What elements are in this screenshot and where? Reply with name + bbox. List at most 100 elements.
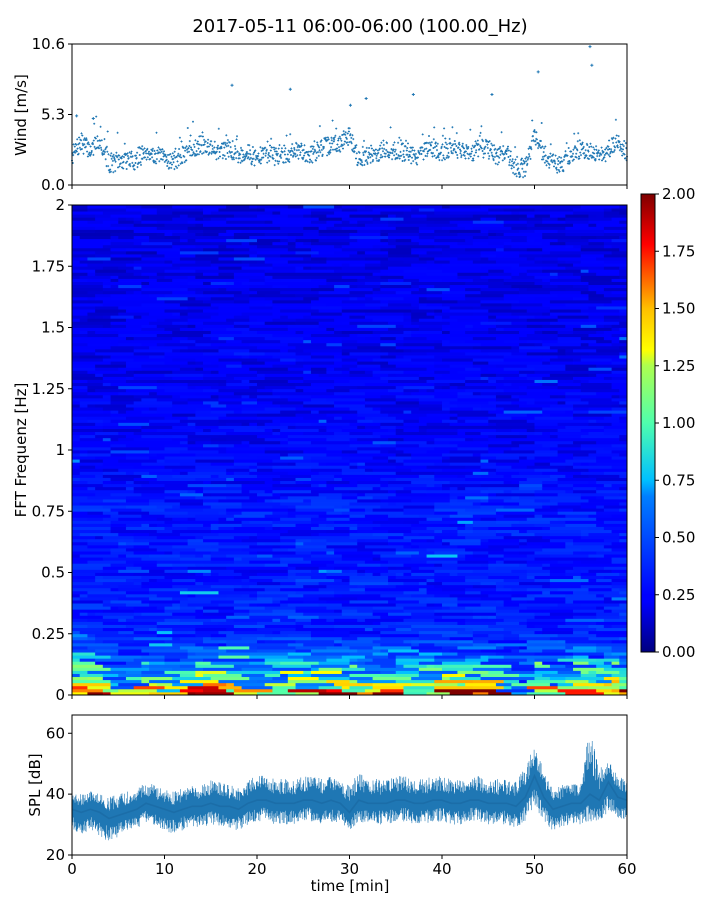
spectrogram-cell [156,232,165,237]
spectrogram-cell [418,514,451,518]
spectrogram-cell [133,560,158,564]
spl-x-tick-label: 60 [617,860,636,878]
spectrogram-cell [503,489,512,494]
spectrogram-cell [380,407,420,411]
spectrogram-cell [318,416,335,420]
spectrogram-cell [349,367,381,371]
spectrogram-cell [364,376,381,380]
spectrogram-cell [280,226,304,230]
spectrogram-cell [172,636,181,641]
spectrogram-cell [272,499,304,503]
spectrogram-cell [264,257,304,261]
spectrogram-cell [102,664,119,668]
spectrogram-cell [341,260,381,264]
spectrogram-cell [264,633,289,638]
spectrogram-cell [226,226,250,230]
spectrogram-cell [226,431,242,436]
spectrogram-cell [411,263,443,267]
spectrogram-cell [442,303,481,307]
spectrogram-cell [557,330,574,335]
spectrogram-cell [218,397,258,402]
spectrogram-cell [442,401,451,405]
spectrogram-cell [133,401,173,405]
spectrogram-cell [519,649,543,653]
spectrogram-cell [403,385,435,390]
spectrogram-cell [272,364,304,368]
spectrogram-cell [72,667,111,671]
spectrogram-cell [318,691,358,695]
spectrogram-cell [488,401,512,405]
spectrogram-cell [465,535,505,540]
spectrogram-cell [257,581,281,586]
spectrogram-cell [341,272,374,276]
spectrogram-cell [257,636,273,641]
spl-x-tick-label: 20 [247,860,266,878]
spectrogram-cell [611,682,627,687]
spectrogram-cell [488,615,497,619]
spectrogram-cell [511,440,535,445]
spectrogram-cell [334,330,343,335]
spectrogram-cell [357,284,381,289]
spectrogram-cell [542,502,559,506]
spectrogram-cell [403,428,420,433]
spectrogram-cell [303,373,320,377]
spectrogram-cell [257,244,296,249]
spectrogram-cell [334,508,350,512]
spectrogram-cell [110,355,150,359]
spectrogram-cell [272,284,289,289]
spectrogram-cell [187,569,212,573]
spectrogram-cell [149,471,181,475]
spectrogram-cell [465,526,474,531]
spectrogram-cell [179,688,204,693]
spectrogram-cell [388,520,404,524]
spectrogram-cell [156,578,173,583]
spectrogram-cell [580,673,597,678]
spectrogram-cell [280,532,312,537]
spectrogram-cell [395,584,435,589]
spectrogram-cell [179,505,212,509]
spectrogram-cell [588,333,612,338]
spectrogram-cell [125,361,165,365]
spectrogram-cell [310,633,350,638]
spectrogram-cell [580,247,620,252]
spectrogram-cell [233,477,273,482]
spectrogram-cell [341,266,366,270]
spectrogram-cell [442,373,481,377]
spectrogram-cell [133,260,165,264]
spectrogram-cell [488,284,512,289]
spectrogram-cell [426,440,435,445]
spectrogram-cell [72,361,111,365]
spectrogram-cell [465,557,505,561]
spectrogram-cell [203,673,242,678]
spectrogram-cell [418,257,435,261]
spectrogram-cell [372,468,412,472]
spectrogram-cell [565,655,574,659]
spectrogram-cell [287,453,327,457]
spectrogram-cell [588,422,612,426]
spectrogram-cell [495,682,512,687]
spectrogram-cell [226,566,258,570]
spectrogram-cell [72,578,96,583]
spectrogram-cell [102,517,119,521]
spectrogram-cell [141,434,173,439]
spectrogram-cell [264,361,296,365]
spectrogram-cell [303,241,312,246]
spectrogram-cell [418,278,435,282]
spectrogram-cell [372,370,404,374]
spectrogram-cell [380,342,397,347]
spectrogram-cell [596,612,620,616]
spectrogram-cell [102,505,127,509]
spectrogram-cell [573,211,605,215]
spectrogram-cell [511,465,528,469]
spectrogram-cell [557,355,582,359]
spectrogram-cell [118,422,150,426]
spectrogram-cell [534,508,543,512]
spectrogram-cell [141,655,165,659]
spectrogram-cell [334,416,343,420]
spectrogram-cell [156,318,165,322]
spectrogram-cell [341,578,350,583]
spectrogram-cell [549,229,559,233]
spectrogram-cell [519,397,535,402]
spectrogram-cell [596,486,620,491]
spectrogram-cell [164,443,204,448]
